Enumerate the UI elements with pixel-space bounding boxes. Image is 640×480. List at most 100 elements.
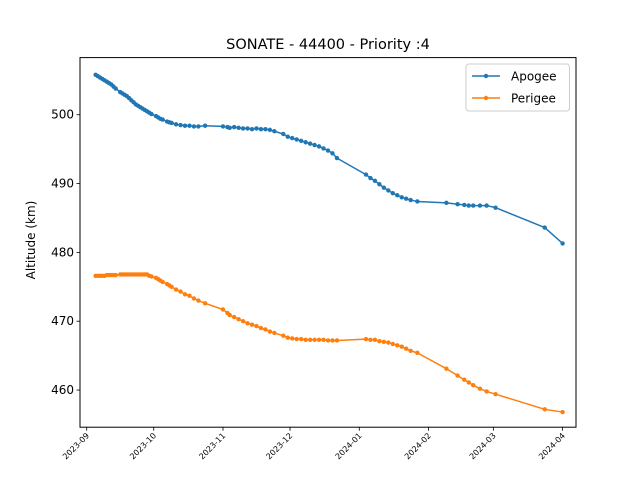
apogee-point [386,188,391,193]
perigee-point [231,314,237,320]
apogee-point [466,203,471,208]
perigee-point [542,407,547,412]
perigee-point [258,325,264,331]
perigee-point [149,274,154,279]
apogee-point [169,120,174,126]
perigee-point [187,293,192,298]
apogee-point [325,148,331,153]
legend-label-perigee: Perigee [511,92,556,106]
apogee-point [196,124,201,129]
perigee-point [316,337,322,342]
perigee-point [444,366,449,371]
perigee-point [227,312,232,318]
perigee-point [386,340,391,345]
perigee-point [298,336,304,342]
apogee-point [285,134,290,139]
chart-title: SONATE - 44400 - Priority :4 [226,37,430,53]
apogee-point [462,202,467,208]
apogee-point [542,225,547,230]
perigee-point [263,327,268,332]
apogee-point [415,199,420,204]
apogee-point [272,129,277,134]
apogee-point [312,142,317,148]
apogee-point [321,146,326,151]
perigee-point [281,333,286,338]
y-tick-label: 460 [51,383,74,397]
perigee-point [272,330,277,336]
legend-marker-perigee [483,95,489,101]
perigee-point [493,391,498,397]
perigee-point [390,341,395,347]
apogee-point [334,155,340,161]
y-tick-label: 490 [51,177,74,191]
apogee-point [254,126,259,131]
apogee-point [267,127,273,133]
perigee-point [368,337,373,342]
apogee-point [403,196,409,201]
plot-frame [79,57,577,428]
apogee-point [160,117,165,122]
apogee-point [303,140,308,145]
apogee-point [408,197,413,203]
apogee-point [220,124,226,129]
perigee-point [477,386,483,391]
legend: Apogee Perigee [465,63,570,112]
perigee-point [377,338,382,344]
perigee-point [321,337,326,342]
perigee-point [178,289,183,294]
perigee-point [363,336,369,342]
y-tick-label: 500 [51,108,74,122]
perigee-point [160,279,165,285]
apogee-point [307,141,313,146]
apogee-point [399,195,404,200]
perigee-point [196,298,201,303]
perigee-point [173,287,179,292]
perigee-point [312,337,317,342]
apogee-point [363,172,369,177]
perigee-point [113,272,118,278]
apogee-point [330,151,335,156]
apogee-point [290,135,295,141]
perigee-point [182,292,188,297]
perigee-point [395,343,400,348]
perigee-point [240,319,246,324]
perigee-point [236,316,241,322]
series-apogee [93,72,565,246]
perigee-point [455,373,460,378]
perigee-point [484,389,489,394]
series-perigee [93,272,565,415]
perigee-point [560,409,565,415]
apogee-point [191,124,197,129]
apogee-point [240,126,246,131]
perigee-point [372,337,378,342]
apogee-point [187,123,192,128]
perigee-point [285,335,290,340]
perigee-point [471,383,476,388]
apogee-point [173,122,179,127]
apogee-point [455,202,460,207]
apogee-point [263,126,268,132]
apogee-point [390,190,395,196]
apogee-point [227,125,232,131]
perigee-point [403,346,409,351]
apogee-point [381,185,387,190]
perigee-point [408,348,413,354]
legend-marker-apogee [483,73,489,79]
apogee-point [258,126,264,132]
perigee-point [267,329,273,334]
apogee-point [281,131,286,137]
y-tick-label: 480 [51,245,74,259]
apogee-point [182,123,188,128]
apogee-point [372,178,378,183]
apogee-point [245,126,250,131]
apogee-point [377,182,382,187]
perigee-point [462,377,467,382]
perigee-point [415,350,420,356]
perigee-point [245,321,250,326]
apogee-point [236,125,241,131]
apogee-point [484,203,489,208]
apogee-point [249,126,255,132]
perigee-point [294,336,299,342]
perigee-point [303,337,308,342]
